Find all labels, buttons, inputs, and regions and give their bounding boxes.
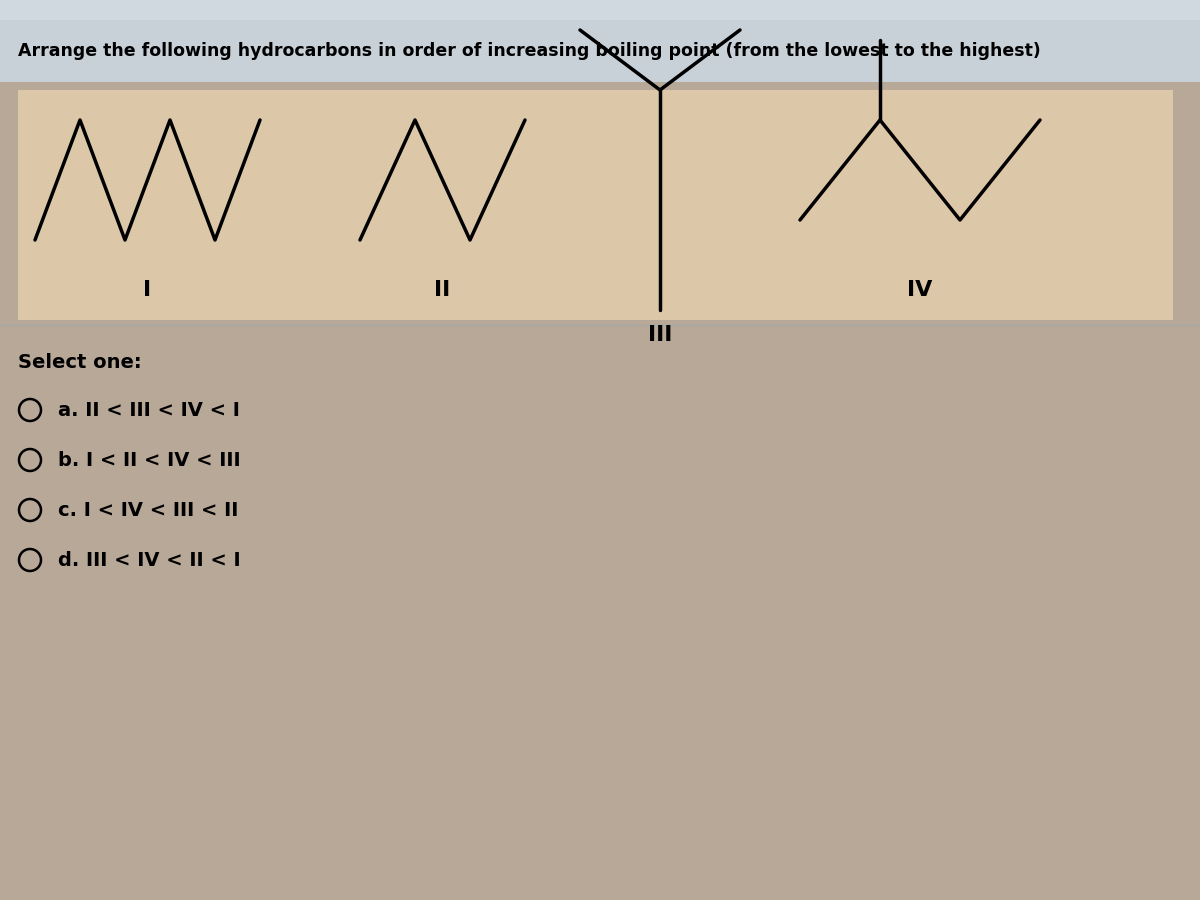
- Bar: [18, 90, 1174, 320]
- Text: I: I: [144, 280, 151, 300]
- Text: III: III: [648, 325, 672, 345]
- Text: d. III < IV < II < I: d. III < IV < II < I: [58, 551, 241, 570]
- Bar: [0, 0, 1200, 20]
- Text: b. I < II < IV < III: b. I < II < IV < III: [58, 451, 241, 470]
- Text: IV: IV: [907, 280, 932, 300]
- Bar: [0, 20, 1200, 82]
- Text: Arrange the following hydrocarbons in order of increasing boiling point (from th: Arrange the following hydrocarbons in or…: [18, 42, 1040, 60]
- Text: a. II < III < IV < I: a. II < III < IV < I: [58, 400, 240, 419]
- Text: c. I < IV < III < II: c. I < IV < III < II: [58, 500, 239, 519]
- Text: Select one:: Select one:: [18, 353, 142, 372]
- Text: II: II: [434, 280, 451, 300]
